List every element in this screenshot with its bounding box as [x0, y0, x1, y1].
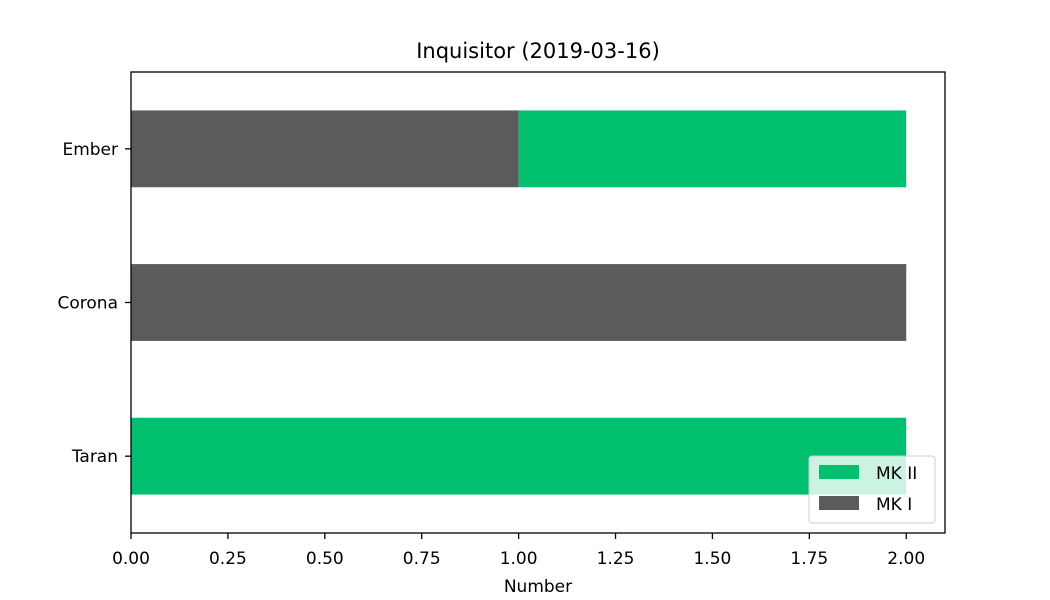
y-tick-label: Taran — [71, 447, 118, 467]
x-tick-label: 0.50 — [306, 549, 344, 569]
x-tick-label: 0.00 — [112, 549, 150, 569]
x-axis-label: Number — [504, 577, 572, 597]
y-axis: Ember Corona Taran — [58, 140, 131, 467]
chart-title: Inquisitor (2019-03-16) — [416, 39, 660, 63]
x-tick-label: 1.50 — [693, 549, 731, 569]
legend: MK II MK I — [808, 455, 936, 524]
x-axis: 0.00 0.25 0.50 0.75 1.00 1.25 1.50 1.75 2.00 — [112, 533, 925, 569]
y-tick-label: Corona — [58, 294, 118, 314]
x-tick-label: 0.75 — [403, 549, 441, 569]
legend-swatch — [819, 465, 859, 479]
bar-ember-series-1 — [518, 110, 907, 188]
x-tick-label: 1.00 — [500, 549, 538, 569]
bar-ember-series-0 — [131, 110, 519, 188]
bar-taran-series-1 — [131, 417, 907, 495]
y-tick-label: Ember — [62, 140, 118, 160]
x-tick-label: 1.25 — [597, 549, 635, 569]
legend-label: MK II — [876, 464, 917, 484]
legend-swatch — [819, 496, 859, 510]
legend-label: MK I — [876, 495, 912, 515]
x-tick-label: 0.25 — [209, 549, 247, 569]
x-tick-label: 1.75 — [790, 549, 828, 569]
bar-corona-series-0 — [131, 264, 907, 341]
bars-layer — [131, 110, 907, 495]
x-tick-label: 2.00 — [887, 549, 925, 569]
